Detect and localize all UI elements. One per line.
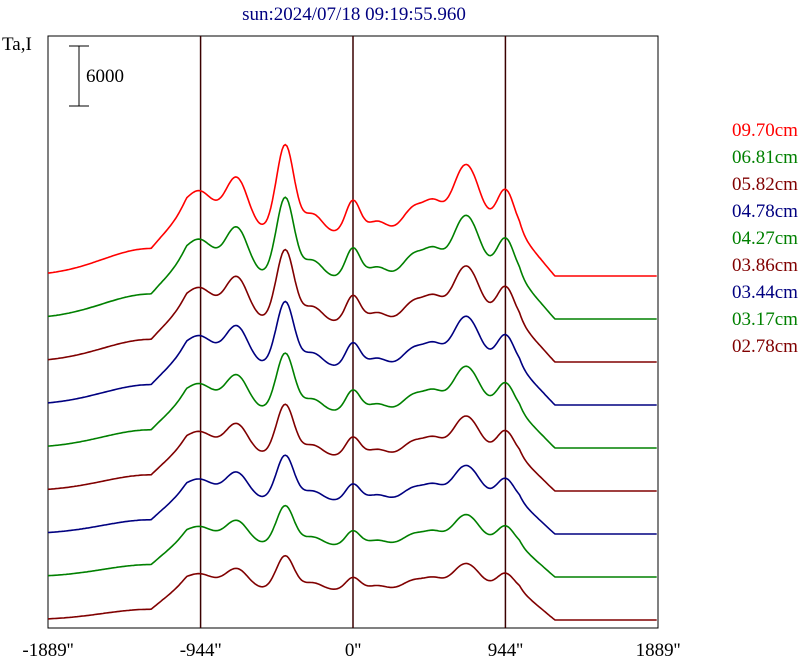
- series-trace-03.17cm: [47, 504, 657, 578]
- series-trace-04.78cm: [47, 300, 657, 406]
- series-trace-06.81cm: [47, 196, 657, 320]
- scale-bar-label: 6000: [86, 66, 124, 87]
- series-trace-04.27cm: [47, 352, 657, 449]
- y-axis-label: Ta,I: [2, 34, 32, 55]
- series-traces: [47, 143, 657, 621]
- legend-entry-09.70cm: 09.70cm: [732, 120, 798, 141]
- series-trace-09.70cm: [47, 143, 657, 277]
- legend-entry-04.27cm: 04.27cm: [732, 228, 798, 249]
- reference-lines: [199, 36, 507, 628]
- x-tick-label-3: 944'': [488, 640, 523, 661]
- x-tick-label-1: -944'': [180, 640, 222, 661]
- legend: 09.70cm 06.81cm 05.82cm 04.78cm 04.27cm 03.86…: [732, 120, 798, 357]
- legend-entry-04.78cm: 04.78cm: [732, 201, 798, 222]
- series-trace-05.82cm: [47, 248, 657, 363]
- legend-entry-05.82cm: 05.82cm: [732, 174, 798, 195]
- x-tick-label-4: 1889'': [636, 640, 681, 661]
- series-trace-03.44cm: [47, 454, 657, 535]
- x-tick-labels: -1889'' -944'' 0'' 944'' 1889'': [22, 640, 680, 661]
- chart-title: sun:2024/07/18 09:19:55.960: [242, 4, 466, 25]
- x-tick-label-0: -1889'': [22, 640, 73, 661]
- legend-entry-03.17cm: 03.17cm: [732, 309, 798, 330]
- legend-entry-06.81cm: 06.81cm: [732, 147, 798, 168]
- scale-bar: 6000: [69, 45, 124, 107]
- series-trace-03.86cm: [47, 403, 657, 492]
- x-tick-label-2: 0'': [345, 640, 361, 661]
- legend-entry-02.78cm: 02.78cm: [732, 336, 798, 357]
- legend-entry-03.44cm: 03.44cm: [732, 282, 798, 303]
- legend-entry-03.86cm: 03.86cm: [732, 255, 798, 276]
- series-trace-02.78cm: [47, 554, 657, 621]
